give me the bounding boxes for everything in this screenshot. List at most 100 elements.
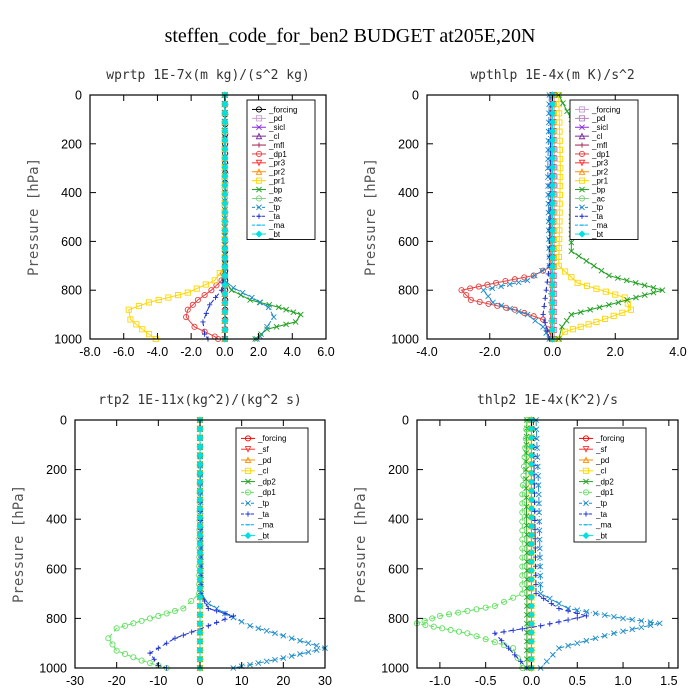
data-point	[577, 309, 584, 316]
data-point	[467, 296, 474, 304]
legend-marker	[255, 132, 263, 140]
data-point	[476, 298, 483, 305]
data-point	[446, 611, 453, 618]
data-point	[163, 610, 170, 617]
series-line	[202, 95, 226, 340]
data-point	[568, 248, 575, 255]
data-point	[196, 478, 204, 486]
legend-marker	[583, 478, 589, 485]
data-point	[105, 635, 112, 642]
data-point	[482, 636, 489, 643]
data-point	[221, 127, 229, 135]
data-point	[610, 630, 617, 637]
data-point	[183, 313, 190, 321]
data-point	[527, 602, 535, 610]
data-point	[221, 236, 229, 244]
data-point	[527, 567, 535, 575]
x-tick-label: -20	[108, 674, 126, 688]
data-point	[519, 518, 526, 525]
data-point	[482, 604, 489, 611]
legend-label: _cl	[257, 467, 268, 476]
data-point	[523, 513, 530, 520]
data-point	[524, 311, 531, 318]
data-point	[562, 268, 569, 275]
data-point	[305, 649, 312, 656]
data-point	[527, 575, 535, 583]
data-point	[533, 581, 539, 588]
data-point	[556, 218, 563, 225]
data-point	[184, 289, 191, 296]
data-point	[629, 616, 636, 623]
legend-label: _forcing	[268, 105, 297, 114]
legend-marker	[256, 186, 262, 193]
y-axis-label: Pressure [hPa]	[353, 485, 369, 603]
data-point	[548, 308, 557, 316]
data-point	[502, 277, 509, 285]
data-point	[221, 254, 229, 262]
data-point	[485, 293, 492, 300]
data-point	[512, 652, 518, 658]
data-point	[533, 572, 539, 578]
data-point	[506, 281, 513, 288]
legend-marker	[578, 106, 586, 113]
data-point	[297, 311, 304, 318]
legend-marker	[255, 150, 263, 157]
y-axis-label: Pressure [hPa]	[26, 158, 42, 276]
y-tick-label: 0	[402, 414, 409, 428]
data-point	[562, 328, 569, 335]
legend-label: _ta	[595, 510, 608, 519]
data-point	[540, 267, 547, 274]
data-point	[527, 629, 535, 637]
data-point	[475, 283, 482, 290]
data-point	[138, 617, 145, 624]
data-point	[211, 277, 218, 284]
data-point	[221, 100, 229, 108]
data-point	[548, 600, 554, 607]
data-point	[196, 646, 204, 654]
data-point	[270, 314, 277, 320]
data-point	[614, 275, 621, 281]
data-point	[467, 285, 474, 292]
data-point	[544, 328, 550, 334]
legend-marker	[579, 186, 585, 193]
data-point	[221, 172, 229, 180]
legend-marker	[578, 230, 586, 238]
data-point	[535, 482, 542, 489]
series-line	[107, 419, 201, 669]
data-point	[556, 236, 563, 243]
y-tick-label: 200	[398, 137, 419, 151]
data-point	[196, 496, 204, 504]
series-line	[224, 95, 275, 340]
data-point	[184, 306, 191, 313]
data-point	[523, 522, 530, 529]
data-point	[523, 603, 530, 609]
y-axis-label: Pressure [hPa]	[11, 485, 27, 603]
legend-label: _bp	[268, 185, 283, 194]
data-point	[522, 435, 529, 442]
data-point	[540, 312, 546, 318]
data-point	[548, 145, 557, 153]
x-tick-label: -2.0	[479, 345, 501, 359]
data-point	[523, 549, 530, 556]
data-point	[548, 281, 557, 289]
data-point	[455, 609, 462, 616]
data-point	[491, 639, 498, 646]
legend-label: _pr1	[268, 176, 286, 185]
data-point	[533, 563, 539, 569]
data-point	[527, 425, 535, 433]
data-point	[188, 597, 195, 605]
x-tick-label: -1.0	[429, 674, 451, 688]
legend-marker	[578, 150, 586, 157]
data-point	[527, 620, 535, 628]
data-point	[305, 640, 312, 647]
data-point	[548, 263, 557, 271]
data-point	[527, 522, 535, 530]
data-point	[537, 572, 544, 579]
data-point	[511, 276, 518, 283]
legend-label: _ta	[268, 212, 281, 221]
legend-label: _bp	[591, 185, 606, 194]
data-point	[489, 299, 496, 306]
data-point	[498, 302, 505, 309]
data-point	[546, 595, 553, 602]
